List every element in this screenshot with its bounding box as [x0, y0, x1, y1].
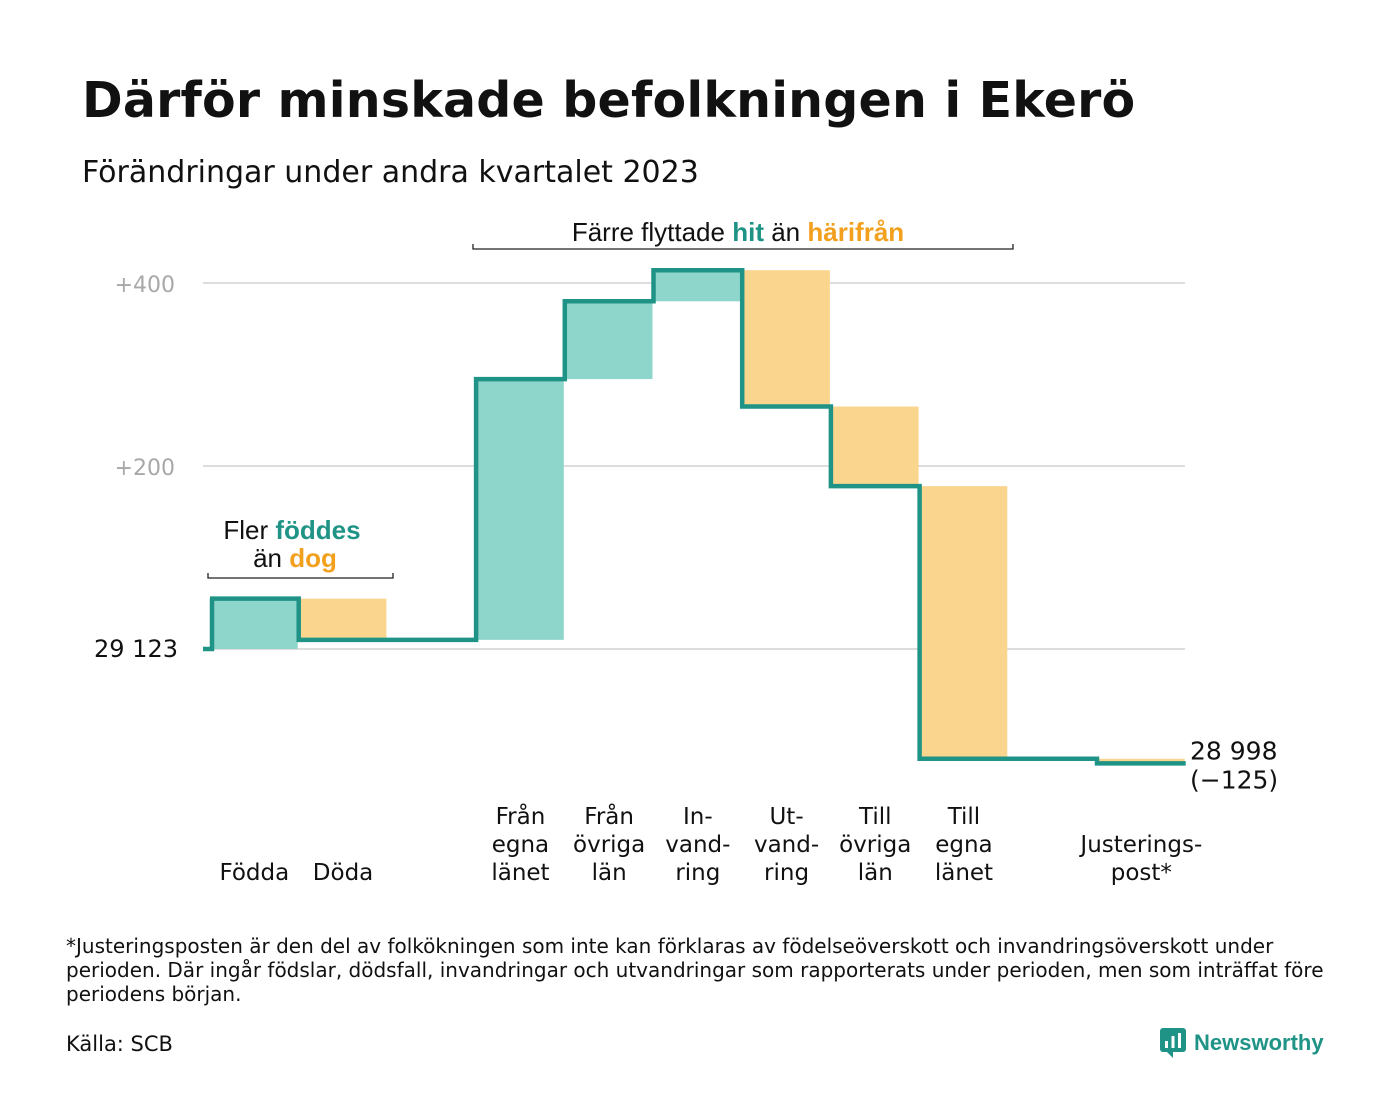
- bar-5: [653, 270, 742, 302]
- annotation-natural-born: föddes: [275, 515, 360, 545]
- source: Källa: SCB: [66, 1032, 173, 1056]
- chart-subtitle: Förändringar under andra kvartalet 2023: [82, 155, 699, 190]
- newsworthy-logo-icon: [1160, 1028, 1186, 1058]
- category-label: ring: [675, 860, 720, 886]
- category-label: Döda: [313, 860, 373, 886]
- svg-text:Färre flyttade hit än härifrån: Färre flyttade hit än härifrån: [572, 217, 904, 247]
- step-line: [203, 267, 1186, 766]
- bars: [210, 270, 1185, 764]
- annotation-migration-text-1: Färre flyttade: [572, 217, 732, 247]
- annotation-migration-bracket: [472, 244, 1014, 250]
- category-label: Justerings-: [1078, 832, 1202, 858]
- category-label: vand-: [754, 832, 819, 858]
- annotation-migration-text-2: än: [764, 217, 807, 247]
- annotation-natural-died: dog: [289, 543, 337, 573]
- bar-8: [919, 486, 1008, 759]
- category-label: länet: [491, 860, 549, 886]
- category-label: egna: [492, 832, 549, 858]
- category-label: In-: [683, 804, 713, 830]
- annotation-natural-text-2: än: [253, 543, 289, 573]
- bar-4: [564, 301, 653, 380]
- grid-lines: [203, 282, 1185, 650]
- annotation-migration: Färre flyttade hit än härifrån: [472, 217, 1014, 250]
- annotation-natural-bracket: [207, 573, 394, 579]
- category-label: övriga: [839, 832, 911, 858]
- category-label: län: [592, 860, 627, 886]
- category-label: Från: [496, 802, 546, 830]
- category-label: Ut-: [769, 804, 803, 830]
- annotation-natural: Fler föddes än dog: [207, 515, 394, 579]
- category-label: län: [858, 860, 893, 886]
- y-tick-label: +400: [115, 273, 175, 298]
- brand[interactable]: Newsworthy: [1160, 1028, 1324, 1058]
- category-label: Födda: [219, 860, 289, 886]
- category-label: Från: [584, 802, 634, 830]
- category-label: vand-: [665, 832, 730, 858]
- category-label: länet: [935, 860, 993, 886]
- bar-10: [1097, 758, 1185, 764]
- bar-0: [210, 598, 298, 649]
- annotation-migration-harifran: härifrån: [807, 217, 904, 247]
- annotation-migration-hit: hit: [732, 217, 764, 247]
- bar-3: [476, 379, 564, 640]
- footnote: *Justeringsposten är den del av folkökni…: [66, 934, 1324, 1006]
- svg-text:än dog: än dog: [253, 543, 337, 573]
- end-change-label: (−125): [1190, 765, 1278, 794]
- annotation-natural-text-1: Fler: [223, 515, 275, 545]
- category-label: post*: [1111, 860, 1172, 886]
- start-value-label: 29 123: [94, 635, 178, 663]
- category-label: egna: [935, 832, 992, 858]
- category-label: ring: [764, 860, 809, 886]
- end-value-label: 28 998: [1190, 736, 1277, 765]
- step-line-path: [203, 267, 1186, 766]
- category-label: övriga: [573, 832, 645, 858]
- bar-6: [742, 270, 830, 407]
- svg-text:Fler föddes: Fler föddes: [223, 515, 360, 545]
- brand-name: Newsworthy: [1194, 1030, 1324, 1055]
- bar-1: [298, 598, 387, 640]
- category-label: Till: [947, 804, 981, 830]
- bar-7: [830, 406, 919, 487]
- y-tick-label: +200: [115, 456, 175, 481]
- chart-title: Därför minskade befolkningen i Ekerö: [82, 72, 1136, 129]
- category-label: Till: [858, 804, 892, 830]
